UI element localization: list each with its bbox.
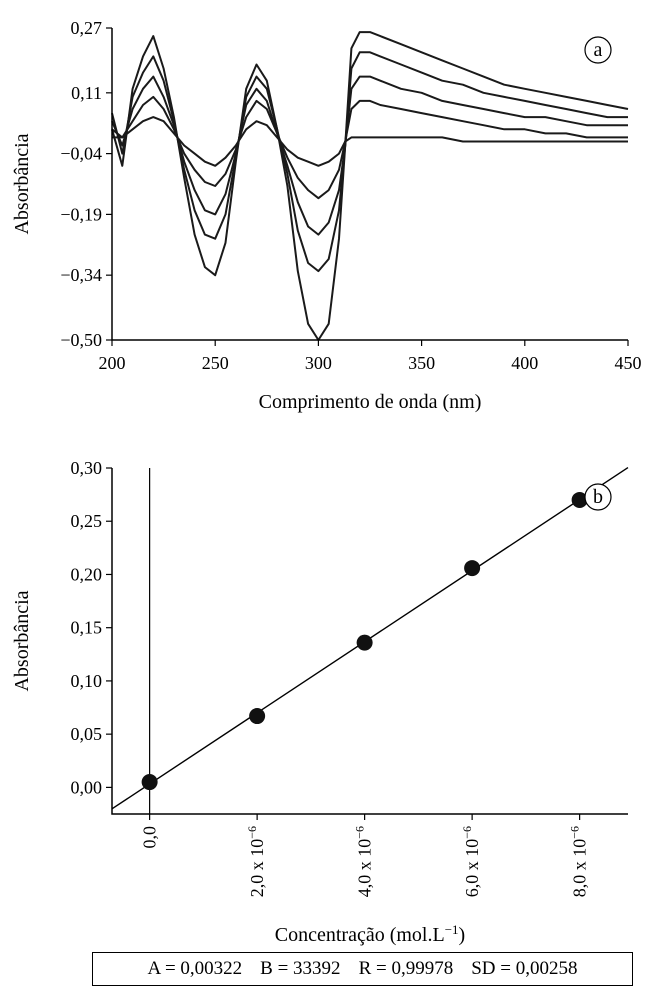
chart-b-x-tick-label: 8,0 x 10−6 <box>568 826 590 897</box>
chart-b-y-tick-label: 0,20 <box>71 564 103 584</box>
calibration-point <box>464 560 481 577</box>
chart-a-y-tick-label: −0,50 <box>60 330 102 350</box>
chart-a-x-tick-label: 300 <box>305 353 332 373</box>
chart-a-x-tick-label: 200 <box>99 353 126 373</box>
regression-stats-box: A = 0,00322 B = 33392 R = 0,99978 SD = 0… <box>92 952 633 986</box>
chart-a-y-tick-label: 0,11 <box>71 83 102 103</box>
chart-b-panel-label: b <box>593 486 603 508</box>
spectrum-line-5 <box>112 116 628 167</box>
chart-b-x-axis-label-text: Concentração (mol.L <box>275 924 445 946</box>
chart-a-y-axis-label: Absorbância <box>11 133 33 234</box>
chart-b-x-tick-label: 6,0 x 10−6 <box>460 826 482 897</box>
chart-a-panel-badge <box>584 36 612 64</box>
stat-r: R = 0,99978 <box>358 958 454 979</box>
chart-b-x-axis-label-sup: −1 <box>445 922 459 937</box>
calibration-point <box>356 634 373 651</box>
chart-b-axes <box>111 468 628 815</box>
chart-b-y-tick-label: 0,10 <box>71 671 103 691</box>
chart-b-x-tick-label: 2,0 x 10−6 <box>245 826 267 897</box>
calibration-point <box>249 708 266 725</box>
stat-a: A = 0,00322 <box>147 958 243 979</box>
stat-sd: SD = 0,00258 <box>471 958 578 979</box>
spectrum-line-4 <box>111 95 628 200</box>
stat-b: B = 33392 <box>260 958 341 979</box>
chart-a-y-tick-label: −0,19 <box>60 204 102 224</box>
chart-a-x-tick-label: 350 <box>408 353 435 373</box>
chart-b-y-tick-label: 0,25 <box>71 511 103 531</box>
chart-b-y-tick-label: 0,15 <box>71 618 103 638</box>
chart-a-y-tick-label: −0,34 <box>60 265 102 285</box>
chart-a-x-axis-label: Comprimento de onda (nm) <box>259 391 482 413</box>
chart-a-y-tick-label: −0,04 <box>60 144 102 164</box>
calibration-point <box>141 774 158 791</box>
chart-a-x-tick-label: 400 <box>511 353 538 373</box>
chart-a-y-tick-label: 0,27 <box>71 18 103 38</box>
chart-b-x-tick-label: 0,0 <box>140 826 160 849</box>
chart-a-axes <box>111 28 628 341</box>
chart-b-x-tick-label: 4,0 x 10−6 <box>353 826 375 897</box>
chart-b-x-axis-label: Concentração (mol.L−1) <box>275 922 465 947</box>
chart-b-panel-badge <box>584 483 612 511</box>
chart-b-y-tick-label: 0,05 <box>71 724 103 744</box>
chart-a-x-tick-label: 250 <box>202 353 229 373</box>
chart-a-panel-label: a <box>594 39 603 61</box>
chart-b: 0,00 0,05 0,10 0,15 0,20 0,25 0,30 0,0 2,0 x 10… <box>11 458 629 947</box>
calibration-point <box>571 491 588 508</box>
chart-a-x-tick-label: 450 <box>615 353 642 373</box>
chart-a: 200 250 300 350 400 450 0,27 0,11 −0,04 −0,19 −0,… <box>11 18 642 413</box>
chart-b-y-tick-label: 0,30 <box>71 458 103 478</box>
chart-b-y-tick-label: 0,00 <box>71 777 103 797</box>
chart-b-x-axis-label-end: ) <box>459 924 466 946</box>
chart-b-y-axis-label: Absorbância <box>11 590 33 691</box>
